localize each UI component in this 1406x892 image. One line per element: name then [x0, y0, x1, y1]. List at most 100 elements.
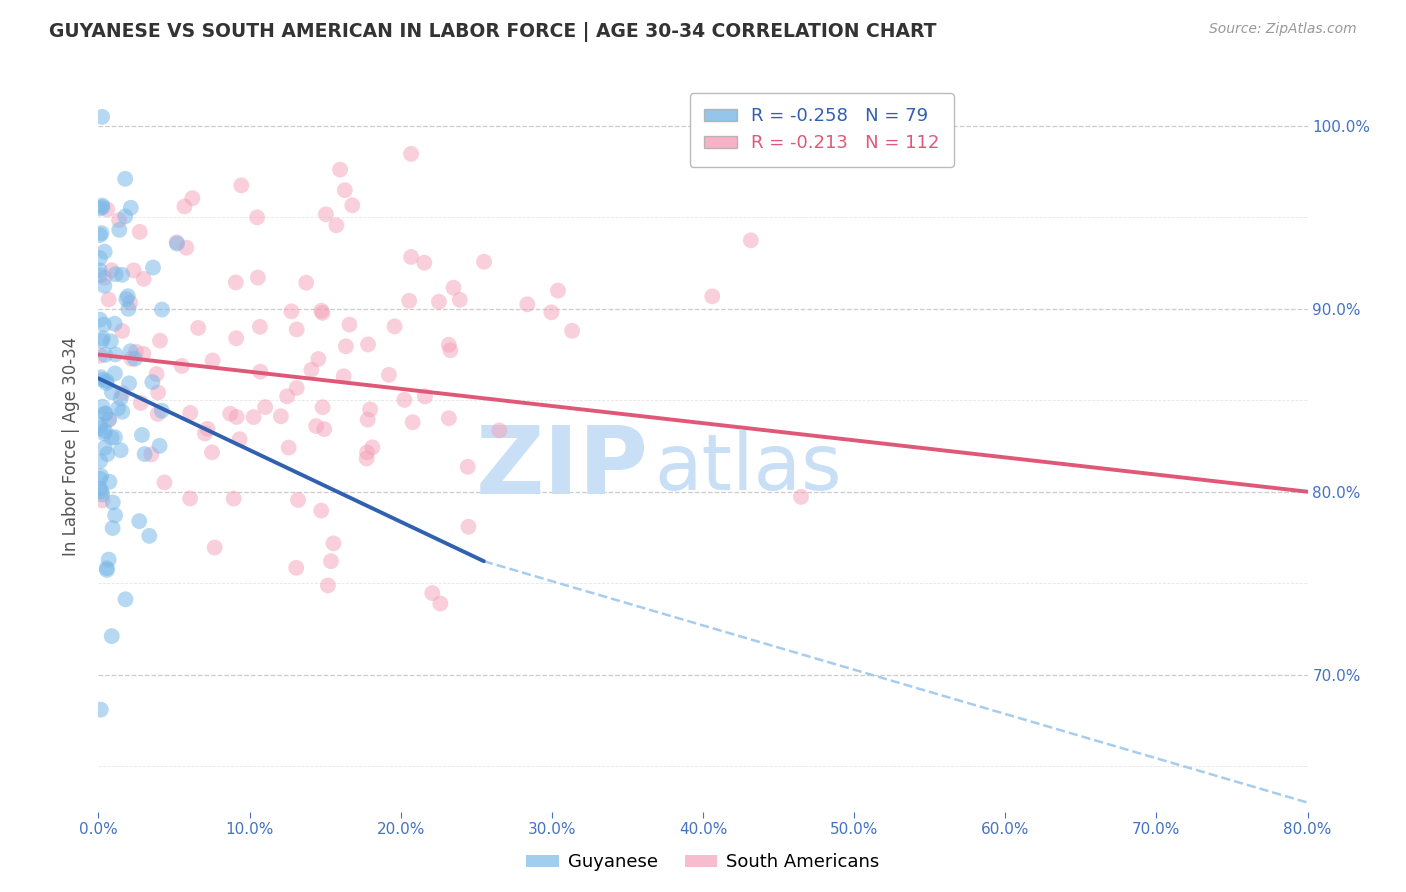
- Point: [201, 445, 224, 459]
- Point: [100, 431, 122, 445]
- Point: [110, 392, 132, 406]
- Point: [280, 304, 302, 318]
- Point: [398, 293, 420, 308]
- Point: [90, 469, 112, 483]
- Point: [101, 521, 124, 535]
- Point: [114, 210, 136, 224]
- Point: [115, 292, 138, 306]
- Point: [249, 365, 271, 379]
- Point: [270, 409, 292, 424]
- Point: [276, 389, 298, 403]
- Point: [359, 402, 381, 417]
- Point: [96, 374, 118, 388]
- Point: [91, 198, 114, 212]
- Point: [90, 334, 112, 348]
- Point: [101, 385, 124, 400]
- Point: [111, 386, 134, 401]
- Point: [91, 400, 114, 414]
- Point: [89, 251, 111, 265]
- Point: [219, 407, 242, 421]
- Point: [89, 454, 111, 468]
- Point: [134, 447, 156, 461]
- Point: [120, 344, 142, 359]
- Point: [356, 451, 378, 466]
- Point: [94, 348, 117, 362]
- Point: [94, 407, 117, 421]
- Point: [332, 369, 354, 384]
- Point: [319, 554, 342, 568]
- Point: [427, 294, 450, 309]
- Point: [316, 578, 339, 592]
- Point: [254, 400, 277, 414]
- Point: [285, 322, 308, 336]
- Point: [457, 459, 479, 474]
- Point: [457, 520, 479, 534]
- Point: [97, 293, 120, 307]
- Point: [128, 514, 150, 528]
- Point: [104, 430, 127, 444]
- Point: [222, 491, 245, 506]
- Point: [128, 225, 150, 239]
- Point: [89, 421, 111, 435]
- Point: [420, 586, 443, 600]
- Text: GUYANESE VS SOUTH AMERICAN IN LABOR FORCE | AGE 30-34 CORRELATION CHART: GUYANESE VS SOUTH AMERICAN IN LABOR FORC…: [49, 22, 936, 42]
- Point: [90, 226, 112, 240]
- Point: [335, 339, 357, 353]
- Point: [309, 503, 332, 517]
- Point: [225, 409, 247, 424]
- Point: [246, 211, 269, 225]
- Point: [111, 324, 134, 338]
- Point: [187, 321, 209, 335]
- Point: [90, 370, 112, 384]
- Point: [488, 424, 510, 438]
- Point: [287, 493, 309, 508]
- Point: [100, 263, 122, 277]
- Point: [94, 424, 117, 438]
- Point: [91, 110, 114, 124]
- Point: [437, 337, 460, 351]
- Point: [93, 278, 115, 293]
- Point: [179, 491, 201, 506]
- Point: [429, 597, 451, 611]
- Point: [104, 508, 127, 523]
- Point: [141, 375, 163, 389]
- Point: [378, 368, 401, 382]
- Point: [295, 276, 318, 290]
- Point: [104, 347, 127, 361]
- Y-axis label: In Labor Force | Age 30-34: In Labor Force | Age 30-34: [62, 336, 80, 556]
- Point: [413, 256, 436, 270]
- Point: [145, 367, 167, 381]
- Point: [342, 198, 364, 212]
- Point: [91, 493, 114, 508]
- Point: [150, 302, 173, 317]
- Point: [307, 351, 329, 366]
- Point: [325, 219, 347, 233]
- Point: [740, 233, 762, 247]
- Point: [90, 484, 112, 499]
- Point: [413, 389, 436, 403]
- Point: [285, 561, 308, 575]
- Point: [91, 331, 114, 345]
- Point: [97, 412, 120, 426]
- Point: [547, 284, 569, 298]
- Point: [333, 183, 356, 197]
- Legend: R = -0.258   N = 79, R = -0.213   N = 112: R = -0.258 N = 79, R = -0.213 N = 112: [690, 93, 953, 167]
- Point: [384, 319, 406, 334]
- Point: [94, 406, 117, 420]
- Point: [89, 349, 111, 363]
- Point: [516, 297, 538, 311]
- Point: [122, 263, 145, 277]
- Point: [117, 301, 139, 316]
- Point: [150, 403, 173, 417]
- Point: [90, 703, 112, 717]
- Point: [93, 441, 115, 455]
- Point: [305, 419, 328, 434]
- Text: atlas: atlas: [655, 430, 842, 506]
- Point: [141, 447, 163, 461]
- Point: [131, 428, 153, 442]
- Point: [114, 171, 136, 186]
- Point: [449, 293, 471, 307]
- Point: [443, 281, 465, 295]
- Point: [540, 305, 562, 319]
- Point: [91, 373, 114, 387]
